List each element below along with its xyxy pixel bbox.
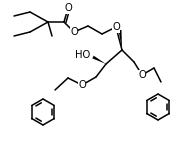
Text: O: O (64, 3, 72, 13)
Text: O: O (78, 80, 86, 90)
Text: HO: HO (75, 50, 90, 60)
Text: O: O (138, 70, 146, 80)
Polygon shape (92, 56, 106, 64)
Text: O: O (70, 27, 78, 37)
Text: O: O (112, 22, 120, 32)
Polygon shape (118, 30, 122, 50)
